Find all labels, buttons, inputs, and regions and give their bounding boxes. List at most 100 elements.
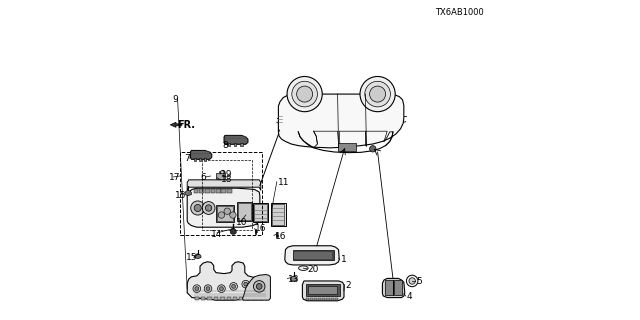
Bar <box>326 298 330 300</box>
Bar <box>306 284 340 296</box>
Bar <box>233 297 237 300</box>
Bar <box>216 205 234 222</box>
Circle shape <box>191 201 205 215</box>
Bar <box>216 173 225 179</box>
Circle shape <box>204 285 212 292</box>
Polygon shape <box>187 180 261 190</box>
Circle shape <box>365 81 390 107</box>
Text: 7: 7 <box>184 154 189 163</box>
Bar <box>195 297 199 300</box>
Circle shape <box>232 284 236 288</box>
Bar <box>217 206 233 221</box>
Circle shape <box>297 86 312 102</box>
Polygon shape <box>224 135 248 144</box>
Text: 16: 16 <box>255 224 267 233</box>
Circle shape <box>205 205 212 211</box>
Circle shape <box>256 284 262 289</box>
Bar <box>237 202 252 221</box>
Text: 18: 18 <box>221 175 232 184</box>
Bar <box>204 158 206 161</box>
Bar <box>271 203 285 226</box>
Circle shape <box>195 287 198 291</box>
Text: FR.: FR. <box>177 120 195 130</box>
Text: 15: 15 <box>186 253 198 262</box>
Bar <box>394 280 402 295</box>
Bar <box>214 297 218 300</box>
Circle shape <box>244 282 248 286</box>
Polygon shape <box>170 122 182 127</box>
Circle shape <box>206 287 210 291</box>
Bar <box>292 250 334 260</box>
Bar <box>306 298 309 300</box>
Bar <box>308 286 337 294</box>
Bar <box>216 189 221 193</box>
Ellipse shape <box>298 266 308 270</box>
Polygon shape <box>291 276 297 281</box>
Text: 2: 2 <box>345 281 351 290</box>
Bar <box>323 298 326 300</box>
Text: 19: 19 <box>221 170 232 179</box>
Circle shape <box>224 208 230 214</box>
Bar <box>335 298 338 300</box>
Text: 6: 6 <box>200 173 205 182</box>
Bar <box>194 158 196 161</box>
Text: 1: 1 <box>340 255 346 264</box>
Bar <box>385 280 393 295</box>
Bar <box>227 189 232 193</box>
Polygon shape <box>230 228 236 234</box>
Polygon shape <box>191 150 212 159</box>
Text: 20: 20 <box>308 265 319 274</box>
Bar <box>273 204 284 225</box>
Bar <box>199 189 204 193</box>
Text: 14: 14 <box>211 230 223 239</box>
Bar <box>221 189 227 193</box>
Bar <box>338 143 356 151</box>
Bar <box>201 297 205 300</box>
Bar <box>205 189 210 193</box>
Bar <box>239 203 251 220</box>
Bar <box>193 189 198 193</box>
Circle shape <box>218 285 225 292</box>
Polygon shape <box>278 94 404 148</box>
Circle shape <box>253 281 265 292</box>
Circle shape <box>218 212 225 218</box>
Text: 4: 4 <box>406 292 412 301</box>
Bar <box>259 297 263 300</box>
Text: 10: 10 <box>236 218 248 227</box>
Text: 15: 15 <box>175 191 187 200</box>
Circle shape <box>242 280 250 288</box>
Bar <box>246 297 250 300</box>
Circle shape <box>230 212 236 218</box>
Circle shape <box>370 146 376 152</box>
Circle shape <box>409 278 415 284</box>
Polygon shape <box>187 262 269 300</box>
Polygon shape <box>187 188 260 227</box>
Bar <box>331 298 334 300</box>
Text: 5: 5 <box>416 277 422 286</box>
Text: 16: 16 <box>275 232 286 241</box>
Polygon shape <box>285 246 339 265</box>
Bar <box>198 158 201 161</box>
Text: 8: 8 <box>223 141 228 150</box>
Bar <box>253 204 267 221</box>
Bar <box>227 297 231 300</box>
Bar <box>318 298 321 300</box>
Bar <box>180 152 262 235</box>
Bar <box>239 297 244 300</box>
Circle shape <box>370 86 385 102</box>
Circle shape <box>202 202 215 214</box>
Text: TX6AB1000: TX6AB1000 <box>435 8 483 17</box>
Circle shape <box>292 81 317 107</box>
Bar <box>220 297 225 300</box>
Text: 17: 17 <box>169 173 180 182</box>
Polygon shape <box>302 281 344 301</box>
Circle shape <box>360 76 396 112</box>
Circle shape <box>193 285 201 292</box>
Circle shape <box>230 283 237 290</box>
Bar <box>253 203 268 222</box>
Text: 11: 11 <box>278 178 289 187</box>
Polygon shape <box>185 190 191 196</box>
Circle shape <box>195 204 201 212</box>
Bar <box>228 143 230 146</box>
Polygon shape <box>195 254 201 259</box>
